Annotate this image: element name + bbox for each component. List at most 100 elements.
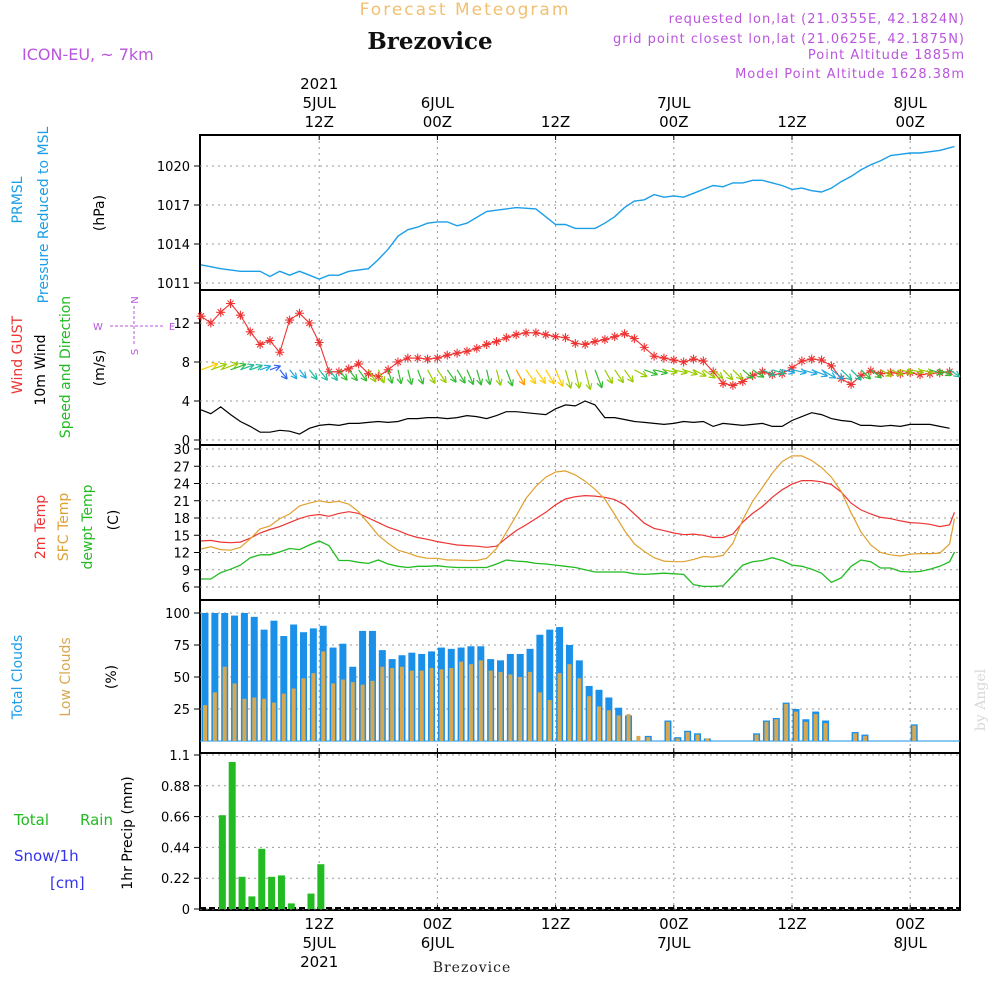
wind-arrow-head <box>708 371 716 379</box>
wind-direction-arrow <box>890 369 904 376</box>
wind-direction-arrow <box>634 369 648 378</box>
low-cloud-bar <box>912 725 917 741</box>
wind-direction-arrow <box>949 369 961 378</box>
wind-arrow-head <box>788 367 796 375</box>
temp-unit: (C) <box>106 510 122 531</box>
low-cloud-bar <box>794 711 798 741</box>
wind-arrow-head <box>507 379 514 387</box>
rain-bar <box>228 762 236 909</box>
top-time-label: 6JUL <box>421 94 455 112</box>
gust-marker <box>629 334 639 344</box>
prmsl-unit: (hPa) <box>92 195 108 231</box>
gust-marker <box>295 308 304 318</box>
panel-pressure-frame <box>199 134 961 291</box>
gust-marker <box>354 359 364 369</box>
wind-arrow-head <box>239 362 247 370</box>
panel-pressure: 1011 1014 1017 1020 PRMSL Pressure Reduced … <box>10 126 961 303</box>
y-tick-label: 30 <box>173 443 190 458</box>
rain-bar <box>258 848 266 909</box>
wind-arrow-head <box>660 368 668 376</box>
model-label: ICON-EU, ~ 7km <box>22 45 154 64</box>
gust-marker <box>551 332 561 342</box>
dewpt-line <box>201 540 956 588</box>
wind-direction-arrow <box>279 369 288 380</box>
wind-direction-arrow <box>900 369 914 374</box>
temp2m-line <box>200 480 956 548</box>
y-tick-label: 0 <box>182 434 190 449</box>
bottom-time-label: 00Z <box>896 915 925 933</box>
wind-arrow-head <box>417 377 425 385</box>
gust-marker <box>363 369 373 379</box>
watermark: by Angel <box>973 668 989 731</box>
wind-direction-arrow <box>358 369 368 382</box>
y-tick-label: 18 <box>173 512 190 527</box>
wind-arrow-head <box>299 371 307 379</box>
wind-direction-arrow <box>367 369 377 383</box>
gust-marker <box>876 369 886 379</box>
wind-direction-arrow <box>939 369 952 376</box>
low-cloud-bar <box>685 732 690 741</box>
wind-arrow-head <box>440 375 447 384</box>
rain-bar <box>287 903 295 909</box>
low-cloud-bar <box>803 721 808 741</box>
wind-direction-arrow <box>338 369 348 381</box>
low-cloud-bar <box>429 668 434 741</box>
gust-marker <box>590 337 600 347</box>
total-cloud-bar <box>536 634 544 741</box>
wind-direction-arrow <box>220 362 239 371</box>
gust-marker <box>669 355 679 365</box>
gust-marker <box>748 371 758 381</box>
wind-direction-arrow <box>693 369 707 377</box>
bottom-time-label: 00Z <box>659 915 688 933</box>
wind-direction-arrow <box>860 369 872 380</box>
wind-direction-arrow <box>308 369 318 380</box>
wind-arrow-head <box>953 370 961 378</box>
top-time-label: 2021 <box>300 75 338 93</box>
total-cloud-bar <box>201 613 209 741</box>
wind-direction-arrow <box>929 369 944 375</box>
gust-marker <box>915 370 925 380</box>
gust-marker <box>511 330 521 340</box>
y-tick-label: 1014 <box>157 238 190 253</box>
gust-marker <box>304 318 314 328</box>
low-cloud-bar <box>567 664 572 741</box>
low-cloud-bar <box>291 688 296 741</box>
wind-direction-arrow <box>811 369 828 377</box>
top-time-label: 12Z <box>541 113 570 131</box>
panel-temp-frame <box>199 444 961 601</box>
wind-arrow-head <box>360 374 368 382</box>
wind-arrow-head <box>640 370 648 378</box>
gust-marker <box>442 350 452 360</box>
low-cloud-bar <box>823 723 828 741</box>
wind-direction-arrow <box>446 369 457 383</box>
y-tick-label: 0.66 <box>161 811 190 826</box>
wind-arrow-head <box>290 372 298 380</box>
gust-marker <box>432 353 442 363</box>
gust-marker <box>639 342 649 352</box>
low-cloud-bar <box>695 734 700 741</box>
panel-clouds: 25 50 75 100 Total Clouds Low Clouds (%) <box>10 599 961 754</box>
y-tick-label: 75 <box>173 639 190 654</box>
wind-direction-arrow <box>387 369 393 384</box>
total-cloud-bar <box>240 613 248 741</box>
wind-direction-arrow <box>417 369 424 385</box>
gust-marker <box>501 333 511 343</box>
low-cloud-bar <box>537 692 542 741</box>
wind-arrow-head <box>449 375 457 383</box>
top-time-label: 00Z <box>896 113 925 131</box>
wind-direction-arrow <box>230 363 247 371</box>
wind-direction-arrow <box>683 369 698 375</box>
low-cloud-bar <box>301 678 306 741</box>
gust-marker <box>817 355 827 365</box>
rain-bar <box>248 896 256 909</box>
total-cloud-bar <box>211 613 219 741</box>
y-tick-label: 1.1 <box>169 749 190 764</box>
y-tick-label: 9 <box>182 564 190 579</box>
gust-marker <box>275 347 285 357</box>
wind-direction-arrow <box>456 369 466 384</box>
wind-arrow-head <box>539 376 547 385</box>
wind-arrow-head <box>585 382 593 391</box>
total-cloud-bar <box>250 616 258 741</box>
low-cloud-bar <box>626 714 631 741</box>
low-cloud-bar <box>675 738 680 741</box>
